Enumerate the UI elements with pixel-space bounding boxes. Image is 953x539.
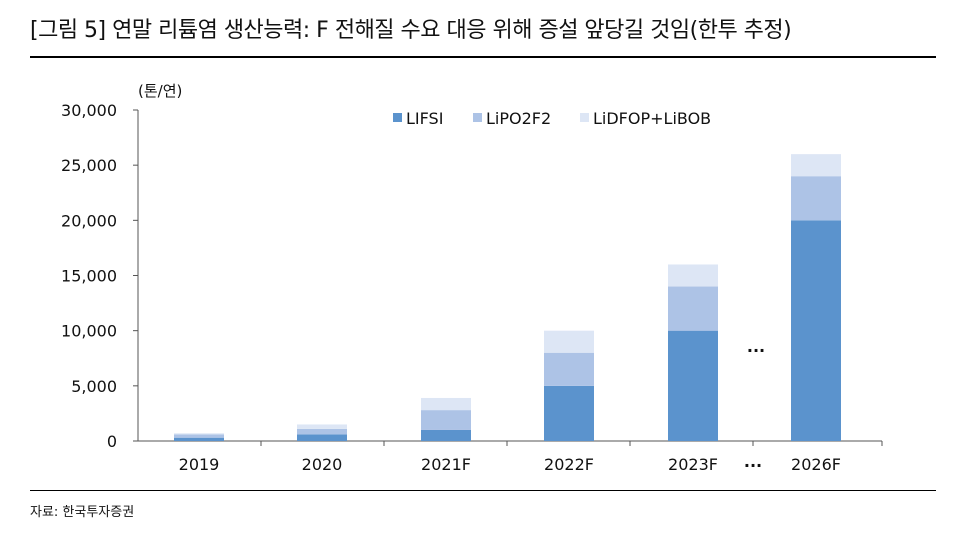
- bar-lipo2f2-2026f: [791, 176, 841, 221]
- legend: LIFSI LiPO2F2 LiDFOP+LiBOB: [393, 109, 711, 128]
- legend-swatch: [393, 113, 402, 122]
- bar-lifsi-2023f: [668, 330, 718, 441]
- x-tick-label: 2019: [179, 455, 220, 474]
- legend-swatch: [580, 113, 589, 122]
- y-tick-label: 30,000: [61, 101, 117, 120]
- x-tick-label: 2023F: [668, 455, 718, 474]
- bar-lifsi-2019: [174, 437, 224, 441]
- bar-lidfop-libob-2026f: [791, 154, 841, 177]
- source-note: 자료: 한국투자증권: [30, 505, 135, 520]
- axis-labels: 0 5,000 10,000 15,000 20,000 25,000 30,000 2019…: [61, 101, 841, 474]
- footer-divider: [30, 490, 936, 491]
- bar-lidfop-libob-2019: [174, 433, 224, 435]
- legend-label: LiDFOP+LiBOB: [593, 109, 711, 128]
- bar-lipo2f2-2023f: [668, 286, 718, 331]
- y-tick-label: 20,000: [61, 211, 117, 230]
- bar-lifsi-2020: [297, 434, 347, 441]
- bar-lidfop-libob-2023f: [668, 264, 718, 287]
- y-tick-label: 5,000: [71, 377, 117, 396]
- x-tick-label: 2022F: [544, 455, 594, 474]
- bar-lidfop-libob-2021f: [421, 397, 471, 411]
- bar-lidfop-libob-2020: [297, 424, 347, 429]
- bar-lifsi-2021f: [421, 429, 471, 441]
- bar-lipo2f2-2022f: [544, 352, 594, 386]
- x-tick-label: 2026F: [791, 455, 841, 474]
- x-tick-label: 2020: [302, 455, 343, 474]
- y-tick-label: 15,000: [61, 267, 117, 286]
- y-tick-label: 10,000: [61, 322, 117, 341]
- axis-break-marker: ...: [747, 337, 765, 356]
- bar-lipo2f2-2021f: [421, 410, 471, 430]
- bars: [174, 154, 841, 441]
- chart-title: [그림 5] 연말 리튬염 생산능력: F 전해질 수요 대응 위해 증설 앞당…: [30, 18, 792, 43]
- bar-lifsi-2022f: [544, 385, 594, 441]
- legend-label: LiPO2F2: [486, 109, 551, 128]
- x-tick-label: 2021F: [421, 455, 471, 474]
- y-unit-label: (톤/연): [138, 82, 183, 100]
- axes: [133, 109, 883, 446]
- legend-swatch: [473, 113, 482, 122]
- bar-lifsi-2026f: [791, 220, 841, 441]
- title-divider: [30, 56, 936, 58]
- legend-label: LIFSI: [406, 109, 443, 128]
- y-tick-label: 25,000: [61, 156, 117, 175]
- axis-break-marker: ...: [744, 452, 762, 471]
- bar-lipo2f2-2020: [297, 428, 347, 435]
- y-tick-label: 0: [107, 432, 117, 451]
- bar-lipo2f2-2019: [174, 434, 224, 438]
- bar-lidfop-libob-2022f: [544, 330, 594, 353]
